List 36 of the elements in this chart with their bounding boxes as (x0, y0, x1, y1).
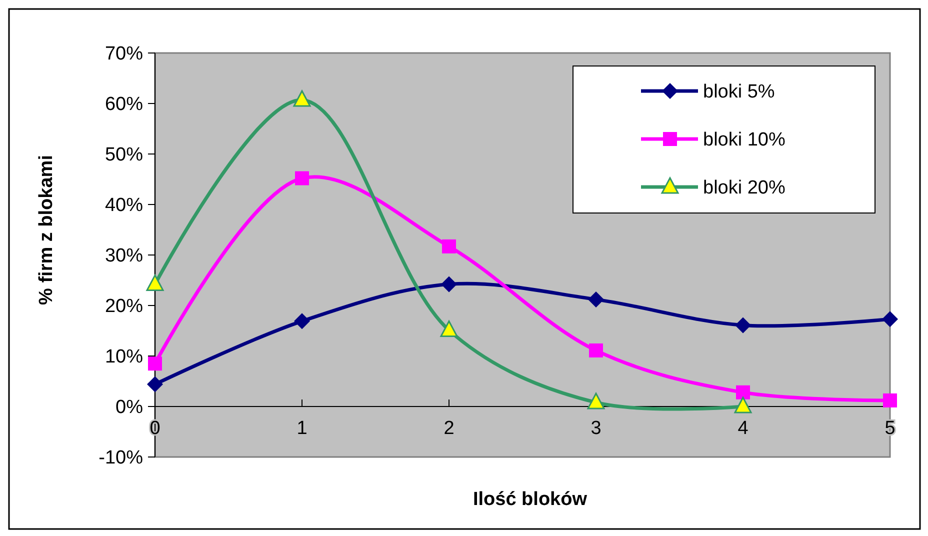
point (294, 313, 310, 330)
point (882, 311, 898, 328)
point (440, 320, 458, 337)
y-tick-label: 30% (104, 246, 144, 267)
legend-label: bloki 5% (703, 82, 775, 103)
y-tick-label: -10% (98, 448, 144, 469)
point (147, 376, 163, 392)
x-tick-label: 5 (884, 418, 896, 439)
y-tick-label: 20% (104, 296, 144, 318)
point (587, 392, 605, 410)
x-tick-label: 4 (738, 418, 749, 439)
point (736, 385, 750, 400)
point (883, 393, 897, 408)
y-tick-label: 0% (116, 397, 144, 418)
y-tick-label: 10% (104, 346, 144, 368)
point (442, 239, 456, 254)
y-axis-title: % firm z blokami (36, 155, 57, 305)
point (441, 276, 457, 292)
point (146, 274, 164, 292)
point (148, 356, 162, 371)
x-tick-label: 3 (590, 418, 602, 439)
x-axis-title: Ilość bloków (472, 489, 588, 510)
y-tick-label: 40% (104, 195, 144, 216)
point (589, 343, 603, 358)
y-tick-label: 60% (104, 94, 144, 116)
legend-label: bloki 20% (703, 178, 786, 199)
point (295, 171, 309, 186)
x-tick-label: 1 (296, 418, 308, 439)
point (735, 317, 751, 334)
legend-label: bloki 10% (703, 130, 786, 151)
point (588, 291, 604, 308)
y-tick-label: 70% (104, 44, 144, 65)
x-tick-label: 2 (444, 418, 454, 439)
point (734, 396, 752, 414)
point (293, 90, 311, 107)
y-tick-label: 50% (104, 144, 144, 166)
